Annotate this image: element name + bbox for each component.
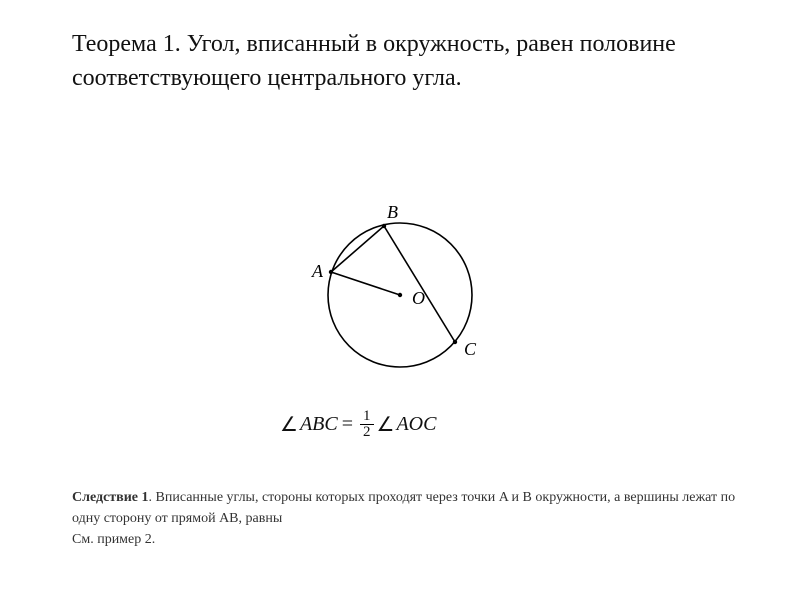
line-BA bbox=[331, 226, 384, 272]
circle-diagram-svg: O A B C bbox=[260, 180, 540, 400]
line-BC bbox=[384, 226, 455, 342]
angle-symbol-left: ∠ bbox=[280, 412, 298, 437]
fraction-den: 2 bbox=[360, 424, 374, 440]
corollary-block: Следствие 1. Вписанные углы, стороны кот… bbox=[72, 487, 760, 550]
theorem-title: Теорема 1. bbox=[72, 31, 181, 57]
diagram: O A B C ∠ ABC = 1 2 ∠ AOC bbox=[260, 180, 540, 440]
point-C bbox=[453, 340, 457, 344]
label-A: A bbox=[311, 261, 324, 281]
equation: ∠ ABC = 1 2 ∠ AOC bbox=[280, 409, 436, 440]
corollary-body: . Вписанные углы, стороны которых проход… bbox=[72, 490, 735, 526]
angle-symbol-right: ∠ bbox=[377, 412, 395, 437]
label-C: C bbox=[464, 339, 477, 359]
angle-right: AOC bbox=[396, 413, 436, 436]
slide-page: Теорема 1. Угол, вписанный в окружность,… bbox=[0, 0, 800, 600]
fraction: 1 2 bbox=[360, 409, 374, 440]
point-B bbox=[382, 224, 386, 228]
line-OA bbox=[331, 272, 400, 295]
point-O bbox=[398, 293, 402, 297]
point-A bbox=[329, 270, 333, 274]
corollary-ref: См. пример 2. bbox=[72, 532, 155, 547]
theorem-text: Теорема 1. Угол, вписанный в окружность,… bbox=[72, 28, 744, 95]
label-B: B bbox=[387, 202, 398, 222]
angle-left: ABC bbox=[300, 413, 338, 436]
corollary-title: Следствие 1 bbox=[72, 490, 149, 505]
label-O: O bbox=[412, 288, 425, 308]
fraction-num: 1 bbox=[363, 409, 371, 424]
equals: = bbox=[342, 413, 353, 436]
